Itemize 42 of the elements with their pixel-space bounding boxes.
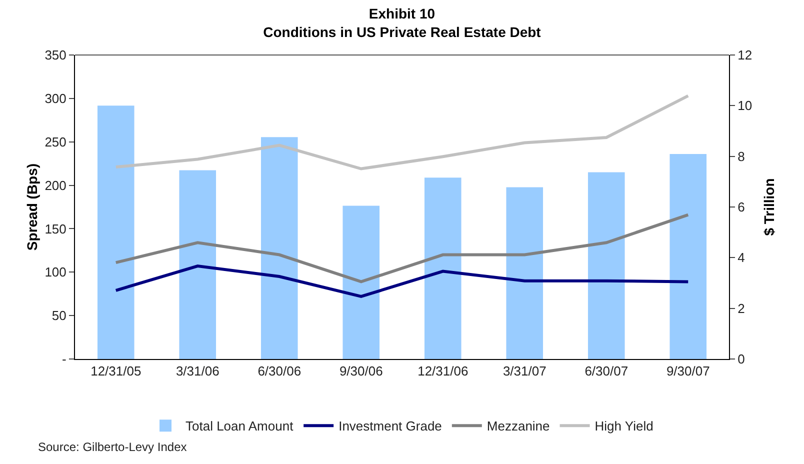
- bar: [588, 172, 625, 359]
- legend-label: Investment Grade: [338, 418, 442, 434]
- bar: [179, 170, 216, 359]
- y2-tick-label: 2: [738, 300, 745, 316]
- x-tick-label: 9/30/07: [666, 364, 710, 379]
- y-tick-label: 300: [44, 90, 66, 106]
- line-series: [114, 213, 690, 284]
- x-tick-label: 12/31/06: [418, 364, 468, 379]
- y-tick-label: -: [62, 352, 66, 367]
- legend-label: High Yield: [594, 418, 654, 434]
- x-tick-label: 6/30/06: [258, 364, 302, 379]
- y-tick-label: 150: [44, 221, 66, 236]
- x-tick-label: 9/30/06: [339, 364, 383, 379]
- x-tick-label: 3/31/07: [502, 364, 546, 379]
- y-tick-label: 350: [44, 48, 66, 63]
- x-tick-label: 12/31/05: [90, 364, 142, 379]
- x-tick-label: 6/30/07: [584, 364, 628, 379]
- bar: [424, 178, 462, 359]
- y-tick-label: 100: [44, 264, 66, 280]
- y2-tick-label: 6: [738, 200, 745, 215]
- legend-label: Total Loan Amount: [186, 418, 294, 434]
- bar: [342, 206, 380, 359]
- line-series: [114, 264, 690, 298]
- bar: [506, 187, 544, 359]
- y2-tick-label: 12: [738, 48, 752, 63]
- chart-title: Exhibit 10 Conditions in US Private Real Estate Debt: [263, 6, 542, 40]
- x-tick-label: 3/31/06: [176, 364, 220, 379]
- y2-axis-title: $ Trillion: [761, 178, 777, 236]
- legend-label: Mezzanine: [486, 418, 550, 434]
- y-tick-label: 250: [44, 134, 66, 150]
- bar: [97, 106, 134, 359]
- bar: [670, 154, 707, 359]
- y2-tick-label: 10: [738, 98, 752, 114]
- line-series: [114, 94, 690, 170]
- y-axis-title: Spread (Bps): [24, 163, 40, 251]
- y-tick-label: 200: [44, 178, 66, 193]
- y2-tick-label: 0: [738, 352, 745, 367]
- bar: [260, 137, 298, 359]
- y2-tick-label: 8: [738, 148, 745, 164]
- source-note: Source: Gilberto-Levy Index: [38, 440, 187, 454]
- y-tick-label: 50: [52, 308, 66, 324]
- y2-tick-label: 4: [738, 250, 745, 266]
